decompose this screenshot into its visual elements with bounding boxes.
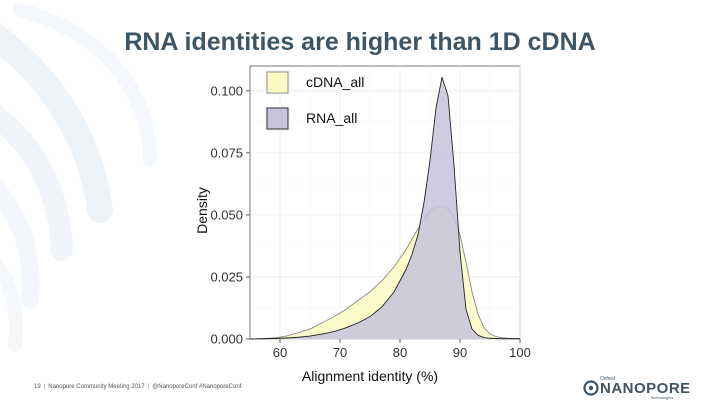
density-line-RNA_all xyxy=(249,77,520,340)
logo-sub-text: Technologies xyxy=(650,395,674,400)
y-tick-label: 0.025 xyxy=(210,269,243,284)
page-number: 19 xyxy=(34,384,41,390)
density-area-RNA_all xyxy=(250,77,520,340)
x-tick-label: 80 xyxy=(393,345,407,360)
event-name: Nanopore Community Meeting 2017 xyxy=(48,384,145,390)
legend-swatch-RNA_all xyxy=(266,107,289,130)
y-axis-title: Density xyxy=(194,187,210,234)
logo-main-text: NANOPORE xyxy=(600,380,691,397)
logo-mark-icon xyxy=(583,380,599,396)
x-tick-label: 90 xyxy=(453,345,467,360)
x-tick-label: 70 xyxy=(333,345,347,360)
y-tick-label: 0.050 xyxy=(210,207,243,222)
y-tick-label: 0.075 xyxy=(210,145,243,160)
x-axis-title: Alignment identity (%) xyxy=(302,368,438,384)
social-tags: @NanoporeConf #NanoporeConf xyxy=(152,384,242,390)
slide-title: RNA identities are higher than 1D cDNA xyxy=(124,28,596,56)
y-tick-label: 0.100 xyxy=(210,83,243,98)
x-tick-label: 60 xyxy=(273,345,287,360)
y-tick-label: 0.000 xyxy=(210,332,243,347)
logo-small-text: Oxford xyxy=(600,376,616,382)
legend-label-cDNA_all: cDNA_all xyxy=(306,74,364,90)
nanopore-logo: Oxford NANOPORE Technologies xyxy=(580,376,690,400)
legend-swatch-cDNA_all xyxy=(266,71,289,94)
x-tick-label: 100 xyxy=(509,345,531,360)
footer: 19 | Nanopore Community Meeting 2017 | @Nano… xyxy=(34,384,242,390)
legend-label-RNA_all: RNA_all xyxy=(306,110,357,126)
